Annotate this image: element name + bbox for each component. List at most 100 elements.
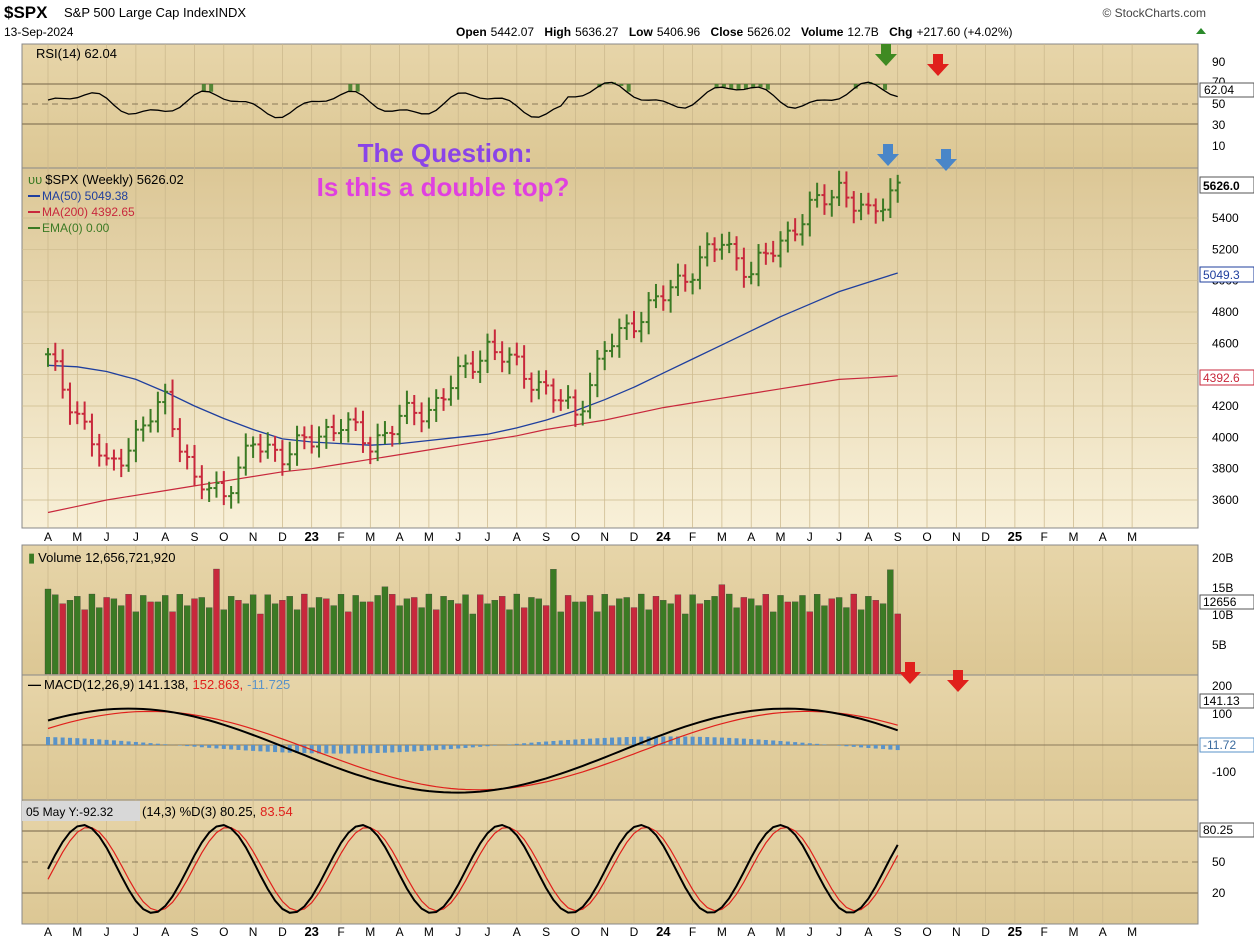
month-tick-label: M [1069, 530, 1079, 544]
price-bar [469, 351, 476, 379]
macd-hist-bar [705, 737, 710, 745]
macd-hist-bar [104, 739, 109, 745]
volume-bar [520, 607, 528, 675]
macd-hist-bar [339, 745, 343, 754]
price-bar [140, 416, 147, 442]
symbol: $SPX [4, 3, 48, 22]
axis-tick-label: 5200 [1212, 242, 1239, 256]
macd-hist-bar [309, 745, 314, 754]
macd-hist-bar [163, 744, 168, 745]
price-bar [447, 375, 454, 406]
volume-bar [491, 600, 498, 675]
volume-bar [652, 596, 660, 675]
month-tick-label: D [278, 925, 287, 936]
month-tick-label: 23 [304, 529, 318, 544]
price-bar [872, 198, 879, 224]
volume-bar [857, 609, 865, 675]
volume-bar [755, 605, 762, 675]
axis-tick-label: 4600 [1212, 336, 1239, 350]
macd-line [47, 707, 899, 794]
price-bar [59, 349, 66, 399]
macd-hist-bar [514, 743, 519, 745]
macd-hist-bar [243, 745, 248, 751]
price-bar [352, 407, 359, 432]
price-bar [535, 370, 542, 400]
price-bar [88, 413, 95, 457]
month-tick-label: S [190, 925, 198, 936]
macd-hist-bar [331, 745, 336, 754]
volume-bar [257, 613, 264, 675]
volume-axis: 20B 15B 10B 5B [1212, 551, 1233, 652]
price-bar [462, 354, 469, 379]
month-tick-label: F [689, 925, 696, 936]
price-bar [425, 397, 432, 429]
volume-bar [88, 593, 96, 675]
price-bar [557, 389, 564, 411]
macd-hist-tag [1199, 737, 1254, 753]
volume-bar [579, 601, 586, 675]
macd-hist-bar [632, 736, 636, 745]
annotation-question: Is this a double top? [317, 172, 570, 202]
down-arrow-red-icon [947, 670, 969, 692]
price-bar [272, 435, 279, 462]
price-bar [491, 329, 498, 361]
close-price-tag-text: 5626.0 [1203, 179, 1240, 193]
price-bar [301, 426, 308, 450]
month-tick-label: D [981, 530, 990, 544]
macd-hist-bar [610, 737, 615, 745]
price-bar [748, 261, 755, 285]
price-bar [228, 486, 235, 509]
volume-bar [718, 584, 726, 675]
month-tick-label: O [922, 530, 931, 544]
macd-hist-bar [888, 745, 893, 750]
macd-hist-bar [280, 745, 285, 753]
volume-bar [682, 613, 689, 675]
down-arrow-red-icon [899, 662, 921, 684]
month-tick-label: J [455, 925, 461, 936]
month-tick-label: S [894, 925, 902, 936]
volume-bar [411, 597, 418, 675]
stoch-tag-text: 80.25 [1203, 823, 1233, 837]
macd-hist-bar [881, 745, 886, 750]
volume-bar [330, 605, 337, 675]
macd-hist-bar [302, 745, 307, 754]
price-bar [521, 345, 528, 389]
volume-bar [242, 603, 249, 675]
volume-tag-text: 12656 [1203, 595, 1237, 609]
volume-bar [352, 595, 359, 675]
price-bar [513, 342, 520, 366]
price-legend-title: ᴜᴜ $SPX (Weekly) 5626.02 [28, 172, 184, 187]
volume-bar [433, 609, 440, 675]
price-bar [850, 191, 857, 224]
volume-bar [608, 605, 616, 675]
volume-bar [110, 598, 118, 675]
volume-bar [286, 596, 293, 675]
month-tick-label: M [365, 925, 375, 936]
macd-hist-bar [434, 745, 439, 751]
macd-tag-text: 141.13 [1203, 694, 1240, 708]
volume-bar [477, 594, 484, 675]
volume-bar [835, 597, 843, 675]
volume-bar [59, 603, 66, 675]
macd-hist-bar [265, 745, 270, 752]
volume-bar [367, 601, 374, 675]
month-tick-label: N [249, 530, 258, 544]
price-bar [264, 432, 271, 459]
price-bar [52, 342, 59, 371]
price-bar [784, 221, 791, 253]
volume-bar [601, 594, 608, 675]
volume-bar [850, 593, 857, 675]
macd-hist-bar [126, 741, 131, 745]
macd-hist-bar [602, 737, 607, 745]
macd-hist-bar [295, 745, 300, 753]
price-bar [125, 438, 132, 472]
volume-bar [418, 607, 425, 675]
price-bar [704, 232, 711, 267]
price-bar [828, 189, 835, 217]
macd-chart: — MACD(12,26,9) 141.138, 152.863, -11.725 2… [22, 677, 1254, 794]
volume-bar [279, 600, 286, 675]
price-bar [403, 390, 410, 425]
down-arrow-green-icon [875, 44, 897, 66]
price-bar [206, 481, 213, 502]
